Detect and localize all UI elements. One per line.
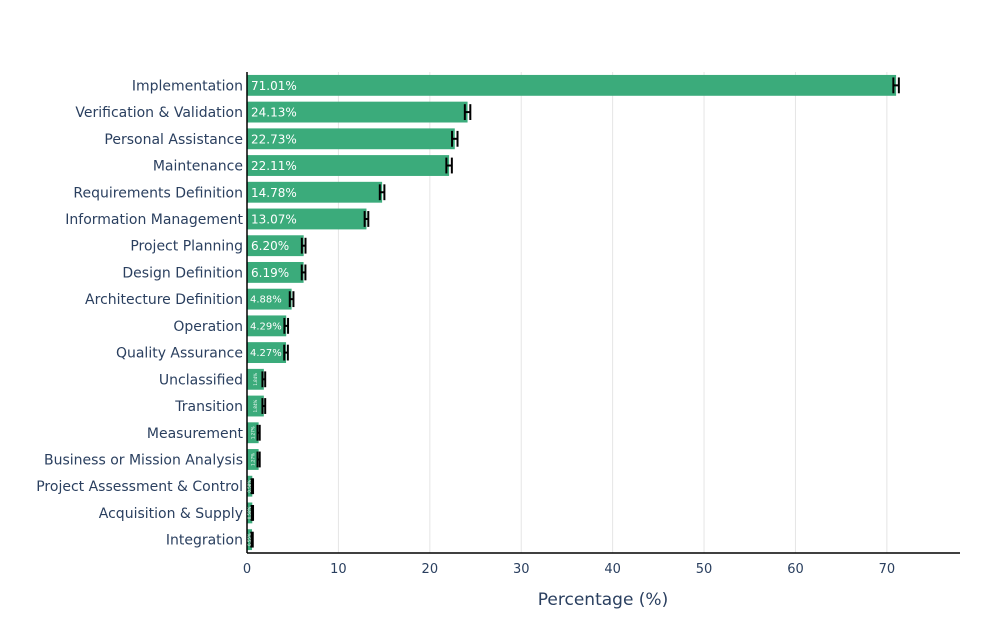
data-label: 71.01% [251, 79, 297, 93]
category-label: Verification & Validation [75, 105, 243, 121]
x-tick-label: 50 [696, 562, 713, 577]
category-label: Maintenance [153, 159, 243, 175]
bar [247, 475, 253, 497]
data-label: 1.27% [250, 453, 255, 466]
error-bar [256, 451, 261, 468]
category-label: Requirements Definition [73, 185, 243, 201]
error-bar [250, 504, 255, 521]
labels: 0 10 20 30 40 50 60 70 Implementation 71.01% Verif… [36, 78, 895, 577]
error-bar [300, 264, 307, 281]
category-label: Unclassified [159, 372, 243, 388]
error-bar [378, 184, 386, 201]
category-label: Project Assessment & Control [36, 479, 243, 495]
data-label: 0.55% [247, 533, 252, 546]
data-label: 0.58% [247, 506, 252, 519]
bar [247, 208, 367, 230]
bar [247, 395, 264, 417]
data-label: 22.11% [251, 159, 297, 173]
category-label: Acquisition & Supply [99, 506, 243, 522]
error-bar [892, 77, 900, 94]
category-label: Operation [173, 319, 243, 335]
bar [247, 315, 287, 337]
category-label: Integration [166, 533, 243, 549]
x-tick-label: 0 [243, 562, 251, 577]
data-label: 13.07% [251, 212, 297, 226]
error-bar [445, 157, 453, 174]
x-tick-label: 10 [330, 562, 347, 577]
data-label: 1.84% [253, 373, 258, 386]
bar [247, 261, 304, 283]
category-label: Personal Assistance [104, 132, 243, 148]
bar [247, 529, 253, 551]
bar [247, 235, 304, 257]
category-label: Measurement [147, 426, 244, 442]
bar [247, 288, 292, 310]
data-label: 14.78% [251, 186, 297, 200]
data-label: 0.58% [247, 480, 252, 493]
category-label: Transition [174, 399, 243, 415]
data-label: 4.29% [250, 321, 282, 332]
x-tick-label: 40 [604, 562, 621, 577]
error-bar [300, 237, 307, 254]
error-bar [250, 478, 255, 495]
x-tick-label: 20 [422, 562, 439, 577]
axes [246, 72, 960, 554]
error-bar [261, 398, 267, 414]
data-label: 24.13% [251, 106, 297, 120]
bar [247, 74, 897, 96]
x-tick-label: 70 [879, 562, 896, 577]
bar [247, 342, 287, 364]
error-bar [283, 317, 290, 334]
data-label: 1.27% [250, 426, 255, 439]
data-label: 4.88% [250, 295, 282, 306]
error-bar [256, 424, 261, 441]
x-axis-title: Percentage (%) [538, 590, 668, 610]
data-label: 22.73% [251, 132, 297, 146]
error-bar [463, 104, 472, 121]
error-bar [363, 211, 370, 227]
grid-lines [337, 72, 888, 553]
x-tick-label: 60 [787, 562, 804, 577]
bars [247, 74, 900, 551]
bar [247, 502, 253, 524]
category-label: Information Management [65, 212, 243, 228]
category-label: Business or Mission Analysis [44, 452, 243, 468]
error-bar [451, 130, 459, 147]
error-bar [288, 291, 295, 308]
bar [247, 449, 259, 470]
category-label: Architecture Definition [85, 292, 243, 308]
category-label: Quality Assurance [116, 346, 243, 362]
bar [247, 368, 264, 390]
data-label: 1.84% [253, 399, 258, 412]
data-label: 4.27% [250, 348, 282, 359]
bar [247, 128, 455, 150]
error-bar [261, 371, 267, 388]
bar [247, 155, 450, 176]
bar [247, 422, 259, 444]
data-label: 6.20% [251, 239, 289, 253]
error-bar [250, 531, 254, 548]
category-label: Project Planning [130, 239, 243, 255]
x-tick-label: 30 [513, 562, 530, 577]
category-label: Implementation [132, 78, 243, 94]
data-label: 6.19% [251, 266, 289, 280]
bar [247, 101, 468, 123]
error-bar [283, 344, 289, 361]
category-label: Design Definition [122, 265, 243, 281]
bar [247, 181, 383, 203]
